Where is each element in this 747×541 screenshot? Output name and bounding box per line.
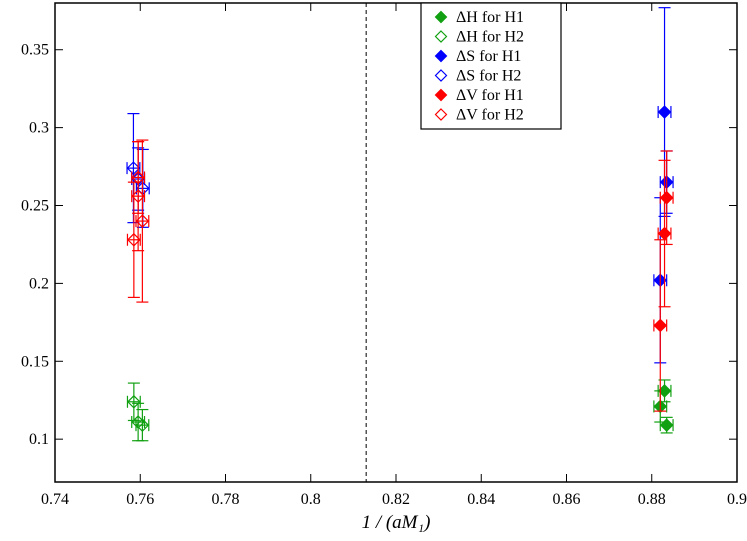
y-tick-label: 0.3 <box>29 120 49 137</box>
point <box>659 418 674 432</box>
legend-label: ΔV for H1 <box>456 87 524 104</box>
point <box>659 190 674 205</box>
y-tick-label: 0.2 <box>29 275 49 292</box>
x-tick-label: 0.8 <box>301 491 321 508</box>
point <box>126 161 141 175</box>
point <box>135 418 150 432</box>
x-tick-label: 0.9 <box>727 491 747 508</box>
x-axis-title: 1 / (aM₁) <box>362 512 431 533</box>
x-tick-label: 0.86 <box>553 491 581 508</box>
legend-label: ΔS for H1 <box>456 48 521 65</box>
legend-label: ΔV for H2 <box>456 107 524 124</box>
legend-label: ΔH for H2 <box>456 29 524 46</box>
legend-box <box>420 2 562 130</box>
y-tick-label: 0.35 <box>21 42 49 59</box>
point <box>127 232 141 247</box>
legend-marker <box>434 30 448 43</box>
legend-label: ΔH for H1 <box>456 9 524 26</box>
x-tick-label: 0.82 <box>382 491 410 508</box>
legend-marker <box>434 10 448 24</box>
plot-frame <box>54 2 738 483</box>
point <box>657 105 672 119</box>
legend-label: ΔS for H2 <box>456 68 521 85</box>
x-tick-label: 0.76 <box>126 491 154 508</box>
y-tick-label: 0.25 <box>21 198 49 215</box>
y-tick-label: 0.1 <box>29 431 49 448</box>
point <box>127 394 141 409</box>
x-tick-label: 0.84 <box>467 491 495 508</box>
legend-marker <box>434 88 448 102</box>
x-tick-label: 0.74 <box>41 491 69 508</box>
point <box>135 214 150 228</box>
legend-marker <box>434 49 448 63</box>
point <box>653 318 668 333</box>
x-tick-label: 0.88 <box>638 491 666 508</box>
y-tick-label: 0.15 <box>21 353 49 370</box>
legend-marker <box>434 69 448 82</box>
x-tick-label: 0.78 <box>212 491 240 508</box>
legend-marker <box>434 108 448 121</box>
